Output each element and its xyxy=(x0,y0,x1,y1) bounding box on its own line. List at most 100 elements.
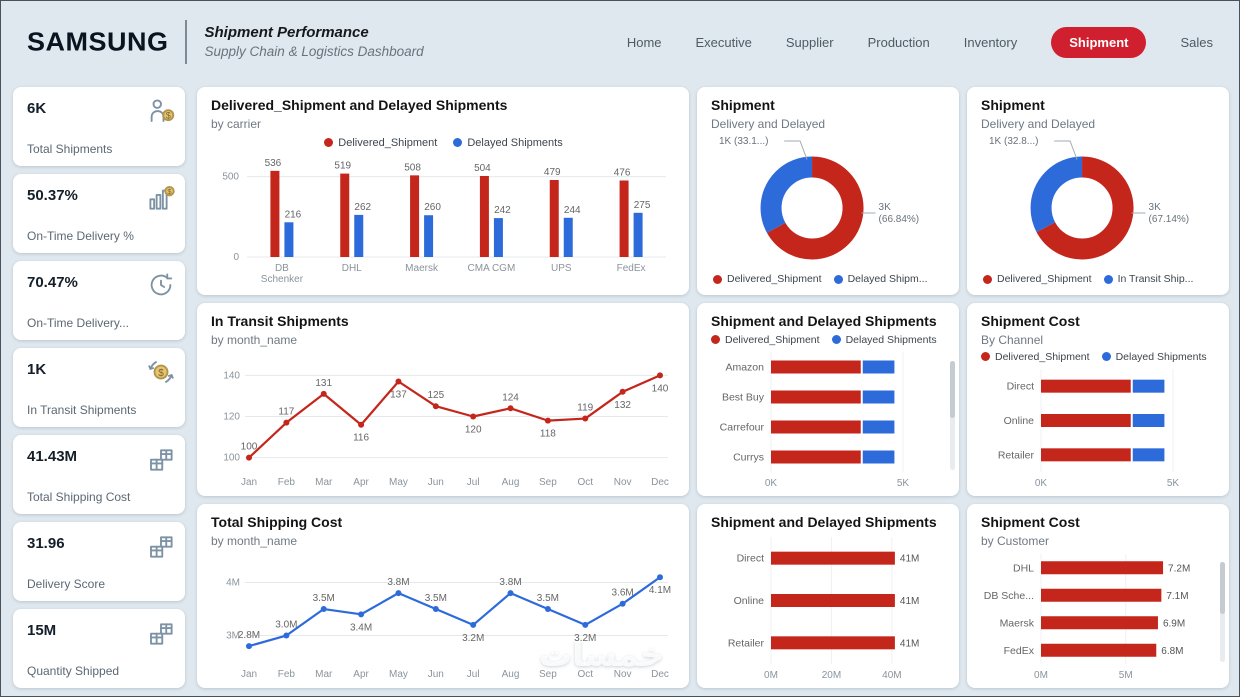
chart-subtitle: Delivery and Delayed xyxy=(711,116,826,131)
kpi-card-in-transit-shipments[interactable]: 1K $ In Transit Shipments xyxy=(13,348,185,427)
legend-item[interactable]: Delayed Shipments xyxy=(453,137,563,149)
legend-item[interactable]: Delivered_Shipment xyxy=(711,334,820,346)
svg-text:3.8M: 3.8M xyxy=(499,577,521,588)
legend-dot xyxy=(981,352,990,362)
legend-item[interactable]: Delivered_Shipment xyxy=(324,137,437,149)
nav-item-production[interactable]: Production xyxy=(867,34,930,50)
svg-text:DHL: DHL xyxy=(342,263,362,274)
scrollbar[interactable] xyxy=(1220,562,1225,662)
kpi-card-delivery-score[interactable]: 31.96 Delivery Score xyxy=(13,522,185,601)
svg-text:120: 120 xyxy=(465,424,482,435)
svg-text:Online: Online xyxy=(1004,415,1035,427)
svg-text:Aug: Aug xyxy=(502,669,520,680)
kpi-value: 1K xyxy=(27,361,47,378)
svg-text:120: 120 xyxy=(223,411,240,422)
svg-text:Direct: Direct xyxy=(1007,380,1035,392)
svg-text:3.8M: 3.8M xyxy=(387,577,409,588)
svg-text:$: $ xyxy=(166,110,171,120)
svg-text:242: 242 xyxy=(494,205,511,216)
card-cost-by-channel-bars: Shipment and Delayed Shipments 0M 20M 40M D… xyxy=(697,504,959,688)
nav-menu: Home Executive Supplier Production Inventory… xyxy=(626,26,1213,58)
legend-label: Delivered_Shipment xyxy=(997,273,1092,285)
channel-cost-hbar-chart[interactable]: 0M 20M 40M Direct 41M Online 41M Retailer 41M xyxy=(711,531,946,682)
kpi-label: Total Shipments xyxy=(27,142,113,156)
kpi-card-on-time-delivery-[interactable]: 50.37% $ On-Time Delivery % xyxy=(13,174,185,253)
legend-dot xyxy=(324,138,334,148)
legend-item[interactable]: Delivered_Shipment xyxy=(981,351,1090,363)
card-shipments-by-retailer: Shipment and Delayed Shipments Delivered… xyxy=(697,303,959,496)
svg-text:Sep: Sep xyxy=(539,477,557,488)
svg-text:May: May xyxy=(389,669,408,680)
page-title: Shipment Performance xyxy=(204,23,369,41)
legend-label: In Transit Ship... xyxy=(1117,273,1194,285)
nav-item-executive[interactable]: Executive xyxy=(695,34,752,50)
svg-text:4.1M: 4.1M xyxy=(649,585,671,596)
nav-item-shipment[interactable]: Shipment xyxy=(1051,26,1147,58)
svg-text:Maersk: Maersk xyxy=(405,263,439,274)
channel-hbar-chart[interactable]: 0K 5K Direct Online Retailer xyxy=(981,363,1216,490)
svg-text:116: 116 xyxy=(353,433,369,444)
svg-text:132: 132 xyxy=(614,400,631,411)
svg-text:131: 131 xyxy=(315,378,332,389)
customer-cost-hbar-chart[interactable]: 0M 5M DHL 7.2M DB Sche... 7.1M Maersk 6.9M FedEx… xyxy=(981,548,1216,682)
svg-text:0K: 0K xyxy=(765,478,778,489)
legend-item[interactable]: Delayed Shipments xyxy=(1101,350,1207,363)
shipping-cost-line-chart[interactable]: 3M 4M 2.8M Jan 3.0M Feb 3.5M Mar 3.4M Apr 3.8M May 3… xyxy=(211,548,676,682)
shipment-donut-chart[interactable]: 1K (32.8...) 3K (67.14%) xyxy=(981,131,1216,271)
svg-text:0K: 0K xyxy=(1035,478,1048,489)
chart-subtitle: by Customer xyxy=(981,533,1050,548)
kpi-value: 70.47% xyxy=(27,274,78,291)
svg-text:476: 476 xyxy=(614,167,631,178)
kpi-card-quantity-shipped[interactable]: 15M Quantity Shipped xyxy=(13,609,185,688)
scrollbar-thumb[interactable] xyxy=(950,361,955,418)
svg-text:Amazon: Amazon xyxy=(725,361,764,373)
svg-text:262: 262 xyxy=(354,202,371,213)
kpi-label: On-Time Delivery... xyxy=(27,316,130,330)
kpi-value: 31.96 xyxy=(27,535,65,552)
samsung-logo: SAMSUNG xyxy=(27,27,169,56)
scrollbar[interactable] xyxy=(950,361,955,470)
chart-title: Total Shipping Cost xyxy=(211,514,343,530)
scrollbar-thumb[interactable] xyxy=(1220,562,1225,614)
svg-text:536: 536 xyxy=(265,158,282,169)
svg-text:FedEx: FedEx xyxy=(617,263,646,274)
svg-text:118: 118 xyxy=(540,428,556,439)
nav-item-inventory[interactable]: Inventory xyxy=(963,34,1018,50)
legend-label: Delayed Shipments xyxy=(1115,350,1207,363)
kpi-card-total-shipments[interactable]: 6K $ Total Shipments xyxy=(13,87,185,166)
courier-coin-icon: $ xyxy=(146,96,176,126)
svg-text:0M: 0M xyxy=(764,670,778,681)
chart-title: Shipment xyxy=(981,97,1045,113)
shipment-donut-chart[interactable]: 1K (33.1...) 3K (66.84%) xyxy=(711,131,946,271)
legend-label: Delayed Shipm... xyxy=(847,273,928,285)
retailer-hbar-chart[interactable]: 0K 5K Amazon Best Buy Carrefour Currys xyxy=(711,346,946,490)
svg-text:Direct: Direct xyxy=(737,552,765,564)
legend-item[interactable]: Delayed Shipments xyxy=(831,334,937,346)
svg-text:Online: Online xyxy=(734,595,765,607)
svg-text:4M: 4M xyxy=(226,577,240,588)
in-transit-line-chart[interactable]: 100 120 140 100 Jan 117 Feb 131 Mar 116 Apr 137 May 1… xyxy=(211,347,676,490)
kpi-card-on-time-delivery-[interactable]: 70.47% On-Time Delivery... xyxy=(13,261,185,340)
svg-text:3.5M: 3.5M xyxy=(537,593,559,604)
legend-dot xyxy=(713,274,722,284)
card-total-shipping-cost-line: Total Shipping Cost by month_name 3M 4M 2.… xyxy=(197,504,689,688)
kpi-card-total-shipping-cost[interactable]: 41.43M Total Shipping Cost xyxy=(13,435,185,514)
svg-text:7.1M: 7.1M xyxy=(1166,591,1188,602)
chart-subtitle: by carrier xyxy=(211,116,262,131)
legend-item[interactable]: Delivered_Shipment xyxy=(713,273,822,285)
carrier-column-chart[interactable]: 0 500 536 216 DB Schenker 519 262 DHL 508 260 Maers… xyxy=(211,149,676,289)
svg-text:Feb: Feb xyxy=(278,477,296,488)
svg-text:Oct: Oct xyxy=(577,477,593,488)
svg-text:(66.84%): (66.84%) xyxy=(879,214,920,225)
legend-label: Delivered_Shipment xyxy=(725,333,820,346)
svg-text:Mar: Mar xyxy=(315,477,333,488)
nav-item-sales[interactable]: Sales xyxy=(1180,34,1213,50)
nav-item-supplier[interactable]: Supplier xyxy=(785,34,834,50)
svg-text:Apr: Apr xyxy=(353,477,369,488)
nav-item-home[interactable]: Home xyxy=(626,34,662,50)
legend-item[interactable]: Delivered_Shipment xyxy=(983,273,1092,285)
legend-item[interactable]: Delayed Shipm... xyxy=(833,273,928,285)
chart-title: In Transit Shipments xyxy=(211,313,349,329)
legend-item[interactable]: In Transit Ship... xyxy=(1103,273,1194,285)
